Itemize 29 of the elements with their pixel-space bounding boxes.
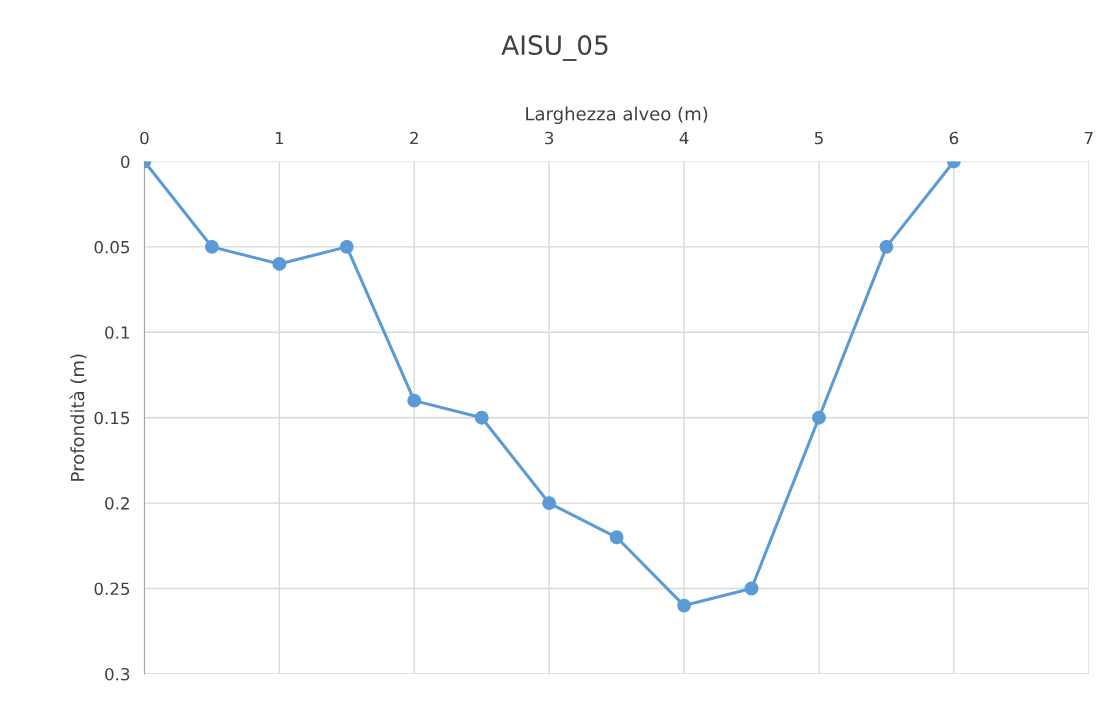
x-tick-label: 4	[679, 131, 689, 145]
point	[812, 410, 826, 425]
y-tick-label: 0.2	[105, 497, 129, 510]
x-tick-label: 0	[140, 131, 149, 145]
y-tick-label: 0.15	[94, 411, 130, 425]
y-tick-label: 0.25	[94, 582, 130, 596]
y-tick-label: 0.1	[105, 326, 129, 339]
x-tick-label: 7	[1084, 131, 1093, 145]
y-tick-label: 0	[121, 155, 130, 169]
x-tick-label: 5	[814, 131, 823, 145]
x-tick-label: 6	[949, 131, 959, 145]
point	[272, 257, 287, 271]
point	[204, 239, 219, 254]
y-tick-label: 0.05	[94, 240, 130, 254]
point	[744, 581, 759, 596]
x-tick-label: 2	[410, 131, 418, 145]
x-tick-label: 3	[545, 131, 554, 145]
point	[339, 239, 354, 254]
y-axis-title: Profondità (m)	[69, 354, 87, 481]
x-tick-label: 1	[275, 131, 284, 145]
chart-title: AISU_05	[501, 35, 608, 61]
point	[542, 496, 557, 511]
point	[677, 598, 692, 613]
point	[407, 393, 422, 408]
point	[474, 410, 489, 425]
x-axis-title: Larghezza alveo (m)	[526, 106, 708, 125]
point	[879, 239, 894, 254]
y-tick-label: 0.3	[105, 667, 130, 681]
point	[609, 530, 624, 545]
